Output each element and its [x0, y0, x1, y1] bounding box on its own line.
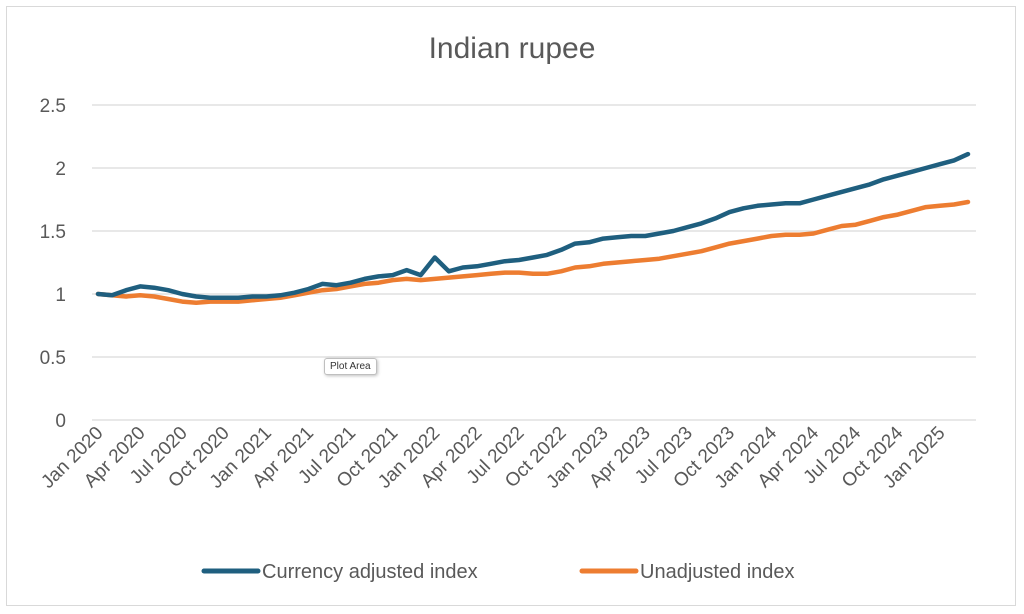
y-tick-label: 1.5: [40, 222, 66, 243]
y-tick-label: 0.5: [40, 348, 66, 369]
series-line-1: [95, 199, 971, 306]
y-tick-label: 2: [55, 159, 66, 180]
chart-title: Indian rupee: [429, 32, 596, 65]
plot-area-tooltip: Plot Area: [324, 358, 377, 375]
y-tick-label: 0: [55, 411, 66, 432]
chart-frame: [6, 6, 1016, 606]
legend-label: Currency adjusted index: [262, 561, 478, 583]
gridlines: [92, 104, 976, 421]
legend-label: Unadjusted index: [640, 561, 795, 583]
plot-area[interactable]: [95, 151, 971, 306]
y-axis-ticks: 0 0.5 1 1.5 2 2.5: [40, 96, 66, 432]
y-tick-label: 1: [55, 285, 66, 306]
y-tick-label: 2.5: [40, 96, 66, 117]
series-line-0: [95, 151, 971, 301]
legend: Currency adjusted index Unadjusted index: [201, 561, 795, 583]
